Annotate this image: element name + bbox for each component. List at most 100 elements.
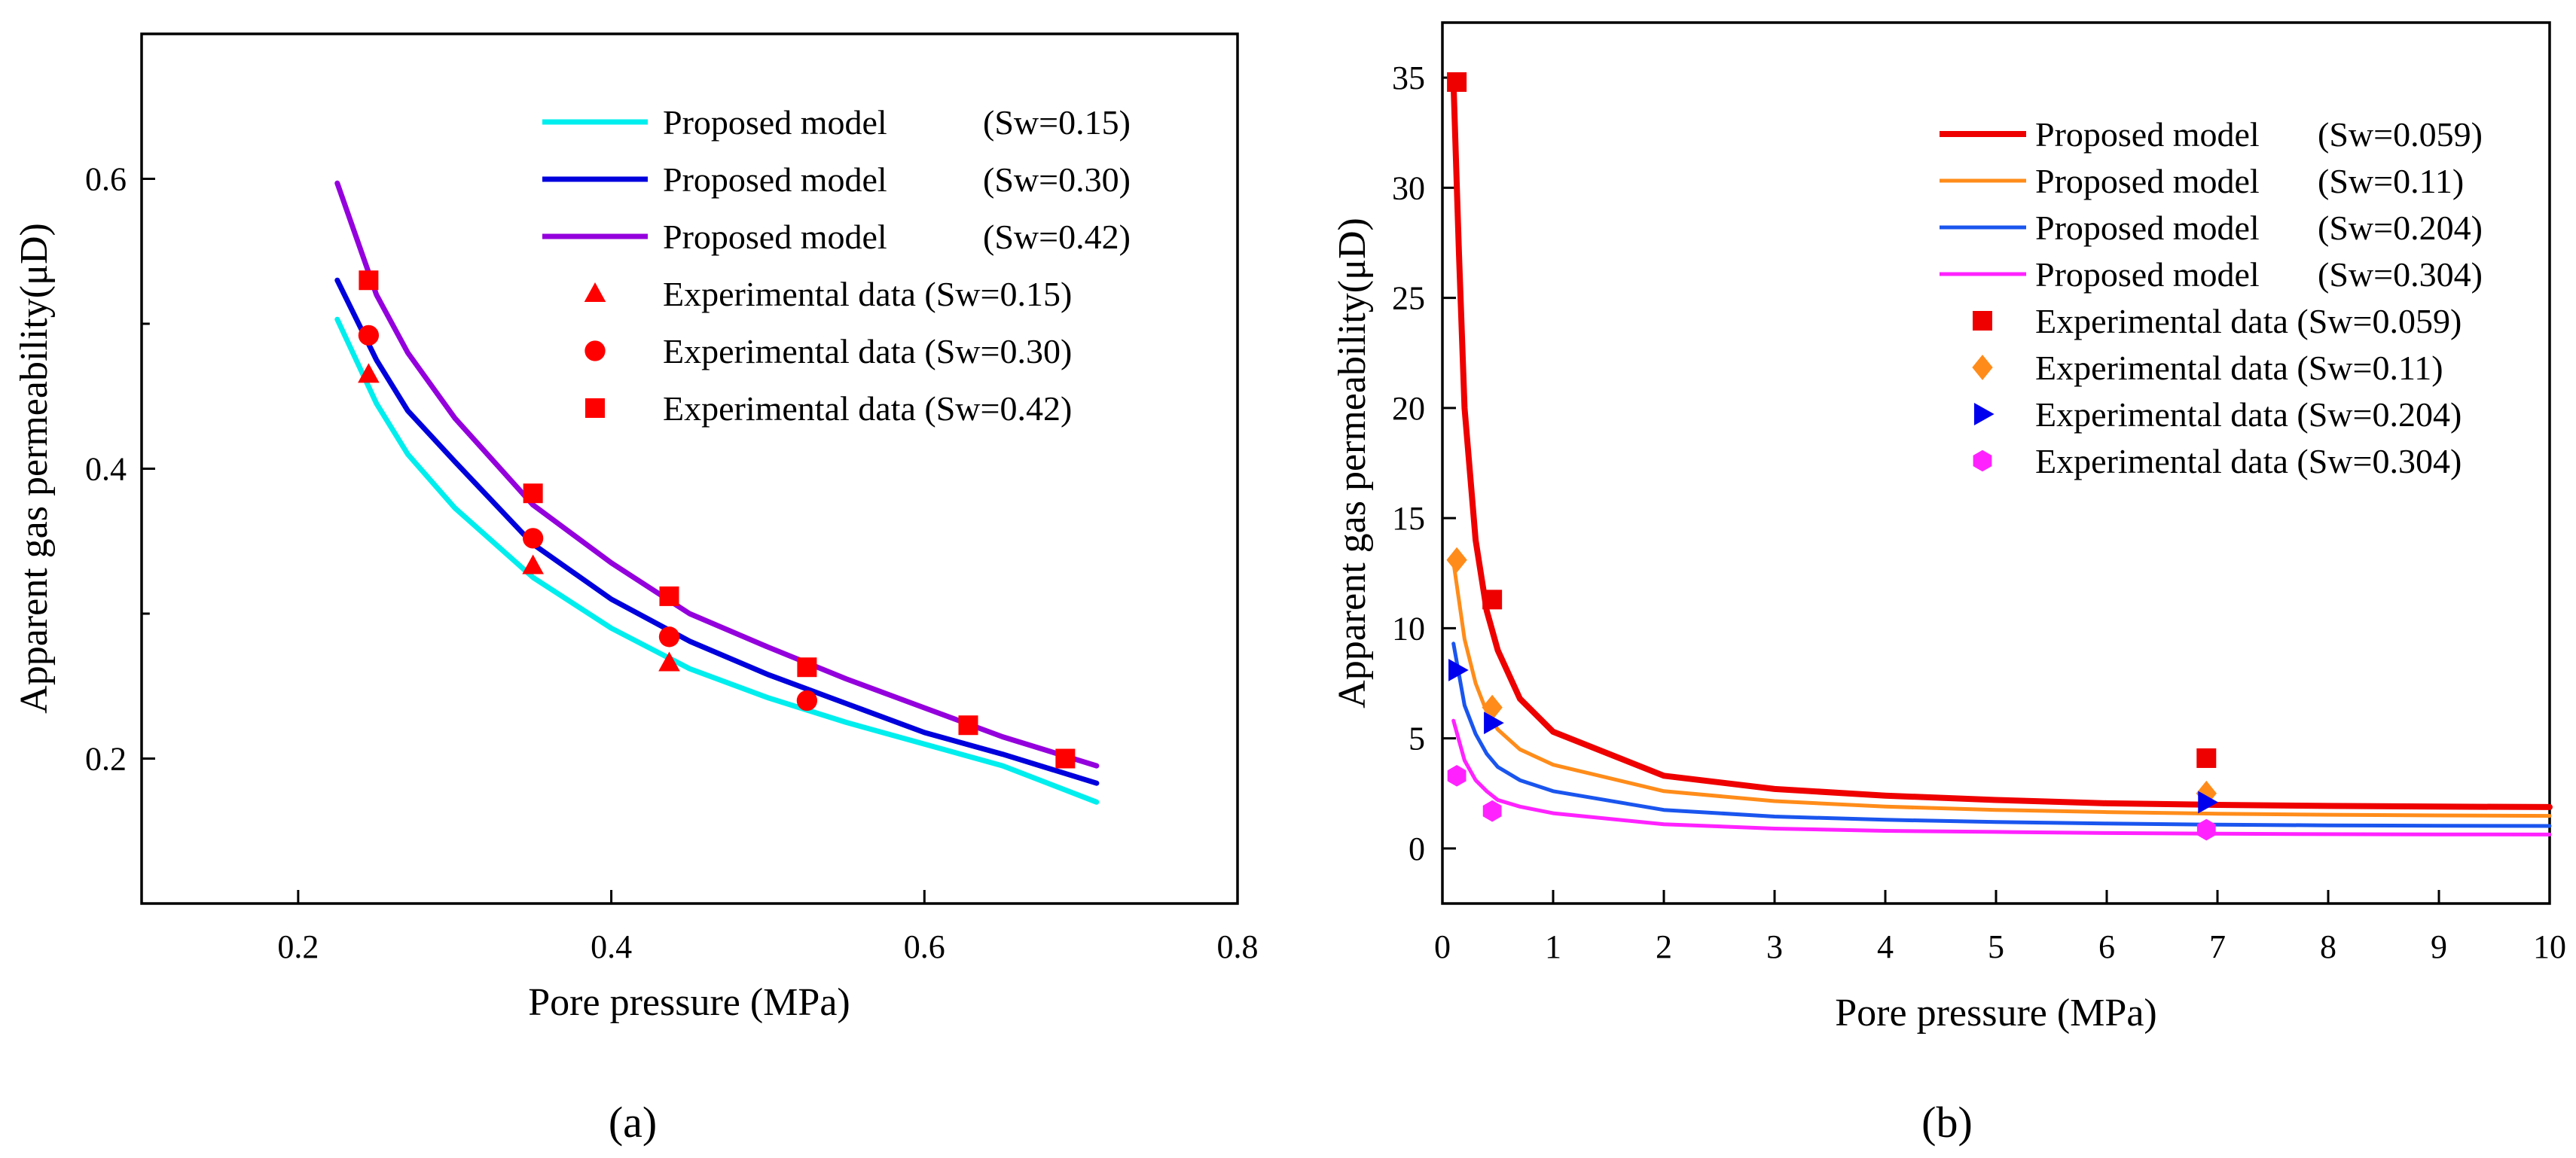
legend-label-sw: (Sw=0.15) (983, 103, 1131, 142)
x-tick-label: 5 (1988, 928, 2004, 965)
series-a (334, 180, 1100, 805)
x-tick-label: 0.6 (904, 928, 945, 965)
legend-b: Proposed model (Sw=0.059) Proposed model (S… (1940, 115, 2483, 480)
y-tick-label: 0 (1409, 830, 1425, 867)
y-tick-label: 15 (1392, 500, 1425, 537)
x-tick-label: 1 (1545, 928, 1561, 965)
series-line-4 (1451, 718, 2552, 837)
y-tick-label: 20 (1392, 390, 1425, 427)
legend-label: Experimental data (Sw=0.204) (2035, 395, 2462, 434)
data-point-circle (658, 626, 680, 648)
panel-label-a: (a) (609, 1098, 657, 1147)
panel-b: 0 1 2 3 4 5 6 7 8 9 10 0 5 10 15 20 25 30 35 Proposed mode… (1331, 21, 2566, 1147)
data-point-hexagon (2196, 818, 2216, 841)
x-tick-label: 0.2 (277, 928, 319, 965)
legend-label: Experimental data (Sw=0.304) (2035, 442, 2462, 480)
series-line-3 (1451, 641, 2552, 828)
legend-label: Proposed model (2035, 162, 2260, 200)
legend-label: Proposed model (2035, 115, 2260, 154)
x-tick-label: 0.4 (591, 928, 632, 965)
x-tick-label: 3 (1766, 928, 1783, 965)
y-tick-label: 10 (1392, 610, 1425, 647)
y-axis-title-b: Apparent gas permeability(μD) (1331, 218, 1374, 709)
x-tick-label: 6 (2098, 928, 2115, 965)
y-axis-title-a: Apparent gas permeability(μD) (13, 223, 56, 714)
data-point-triangle-right (2198, 791, 2218, 814)
y-tick-label: 0.2 (85, 741, 127, 778)
data-point-triangle-right (1484, 712, 1504, 735)
data-point-circle (358, 325, 380, 346)
data-point-square (659, 586, 679, 606)
legend-label-sw: (Sw=0.11) (2318, 162, 2464, 200)
legend-label: Experimental data (Sw=0.30) (663, 332, 1072, 370)
legend-a: Proposed model (Sw=0.15) Proposed model (Sw… (542, 103, 1131, 428)
data-point-square (2196, 748, 2217, 768)
data-point-square (797, 657, 817, 678)
legend-label: Proposed model (2035, 255, 2260, 294)
x-axis-title-a: Pore pressure (MPa) (528, 981, 850, 1024)
data-point-triangle-right (1448, 659, 1469, 681)
legend-marker-swatch (1972, 355, 1993, 380)
legend-label: Experimental data (Sw=0.42) (663, 389, 1072, 428)
y-tick-label: 0.6 (85, 161, 127, 198)
data-point-diamond (1482, 694, 1503, 721)
x-tick-label: 10 (2533, 928, 2566, 965)
legend-label: Experimental data (Sw=0.059) (2035, 302, 2462, 340)
legend-label: Proposed model (663, 103, 887, 142)
data-point-square (1447, 72, 1467, 92)
ticks-b: 0 1 2 3 4 5 6 7 8 9 10 0 5 10 15 20 25 30 35 (1392, 59, 2566, 965)
data-point-square (359, 270, 379, 291)
ticks-a: 0.2 0.4 0.6 0.8 0.2 0.4 0.6 (85, 161, 1259, 966)
x-tick-label: 8 (2320, 928, 2336, 965)
legend-label-sw: (Sw=0.059) (2318, 115, 2483, 154)
data-point-hexagon (1447, 765, 1467, 787)
data-point-circle (522, 528, 544, 549)
series-line-2 (334, 277, 1100, 786)
legend-marker-swatch (585, 398, 605, 418)
series-line-3 (334, 180, 1100, 769)
data-point-hexagon (1482, 800, 1502, 822)
legend-marker-swatch (1973, 311, 1992, 331)
data-point-diamond (1446, 547, 1467, 573)
legend-label-sw: (Sw=0.304) (2318, 255, 2483, 294)
panel-label-b: (b) (1921, 1098, 1973, 1147)
y-tick-label: 25 (1392, 280, 1425, 317)
x-tick-label: 4 (1877, 928, 1894, 965)
legend-label: Proposed model (663, 218, 887, 256)
data-point-triangle (522, 554, 544, 574)
legend-label: Experimental data (Sw=0.15) (663, 275, 1072, 313)
x-tick-label: 0.8 (1217, 928, 1259, 965)
series-b (1446, 72, 2553, 841)
legend-marker-swatch (1973, 449, 1992, 472)
x-tick-label: 7 (2209, 928, 2226, 965)
legend-marker-swatch (584, 282, 606, 303)
legend-label: Proposed model (663, 160, 887, 199)
series-line-1 (334, 316, 1100, 805)
y-tick-label: 35 (1392, 59, 1425, 96)
legend-label-sw: (Sw=0.204) (2318, 209, 2483, 247)
data-point-square (1482, 590, 1503, 610)
x-axis-title-b: Pore pressure (MPa) (1835, 992, 2156, 1035)
y-tick-label: 5 (1409, 721, 1425, 757)
x-tick-label: 2 (1656, 928, 1672, 965)
legend-label: Proposed model (2035, 209, 2260, 247)
legend-label-sw: (Sw=0.42) (983, 218, 1131, 256)
data-point-circle (796, 690, 818, 712)
legend-marker-swatch (584, 340, 606, 361)
data-point-triangle (358, 363, 380, 383)
legend-label: Experimental data (Sw=0.11) (2035, 349, 2443, 387)
y-tick-label: 30 (1392, 169, 1425, 206)
legend-marker-swatch (1973, 403, 1995, 425)
y-tick-label: 0.4 (85, 451, 127, 488)
panel-a: 0.2 0.4 0.6 0.8 0.2 0.4 0.6 Proposed model (Sw=… (13, 32, 1259, 1147)
data-point-square (958, 715, 978, 736)
legend-label-sw: (Sw=0.30) (983, 160, 1131, 199)
series-line-2 (1451, 560, 2552, 818)
series-line-1 (1450, 79, 2553, 810)
data-point-square (523, 483, 543, 504)
x-tick-label: 9 (2431, 928, 2447, 965)
x-tick-label: 0 (1434, 928, 1451, 965)
data-point-square (1055, 748, 1076, 769)
data-point-triangle (658, 651, 680, 672)
